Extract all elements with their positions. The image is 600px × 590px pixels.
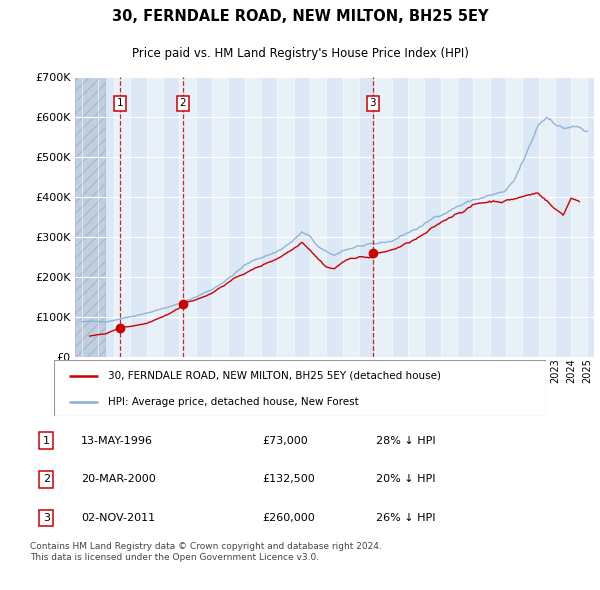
Bar <box>539 77 555 357</box>
Bar <box>147 77 163 357</box>
Text: 1: 1 <box>43 435 50 445</box>
Bar <box>179 77 196 357</box>
Bar <box>571 77 587 357</box>
Text: 20% ↓ HPI: 20% ↓ HPI <box>376 474 435 484</box>
Bar <box>310 77 326 357</box>
Bar <box>114 77 130 357</box>
Text: £132,500: £132,500 <box>262 474 315 484</box>
Bar <box>245 77 261 357</box>
Text: £260,000: £260,000 <box>262 513 315 523</box>
Bar <box>82 77 98 357</box>
Text: 20-MAR-2000: 20-MAR-2000 <box>82 474 156 484</box>
Text: 26% ↓ HPI: 26% ↓ HPI <box>376 513 435 523</box>
Text: HPI: Average price, detached house, New Forest: HPI: Average price, detached house, New … <box>108 397 359 407</box>
Text: 3: 3 <box>43 513 50 523</box>
Text: 1: 1 <box>117 99 124 109</box>
Text: 2: 2 <box>43 474 50 484</box>
Text: 28% ↓ HPI: 28% ↓ HPI <box>376 435 435 445</box>
Text: 2: 2 <box>180 99 187 109</box>
Text: 30, FERNDALE ROAD, NEW MILTON, BH25 5EY (detached house): 30, FERNDALE ROAD, NEW MILTON, BH25 5EY … <box>108 371 441 381</box>
Text: 13-MAY-1996: 13-MAY-1996 <box>82 435 154 445</box>
Bar <box>212 77 229 357</box>
Text: 02-NOV-2011: 02-NOV-2011 <box>82 513 155 523</box>
Bar <box>277 77 293 357</box>
Text: 30, FERNDALE ROAD, NEW MILTON, BH25 5EY: 30, FERNDALE ROAD, NEW MILTON, BH25 5EY <box>112 9 488 24</box>
Bar <box>75 77 105 357</box>
Bar <box>440 77 457 357</box>
Text: £73,000: £73,000 <box>262 435 308 445</box>
Bar <box>473 77 490 357</box>
Text: Contains HM Land Registry data © Crown copyright and database right 2024.
This d: Contains HM Land Registry data © Crown c… <box>30 542 382 562</box>
FancyBboxPatch shape <box>54 360 546 416</box>
Bar <box>408 77 424 357</box>
Bar <box>376 77 392 357</box>
Text: 3: 3 <box>370 99 376 109</box>
Text: Price paid vs. HM Land Registry's House Price Index (HPI): Price paid vs. HM Land Registry's House … <box>131 47 469 60</box>
Bar <box>343 77 359 357</box>
Bar <box>506 77 522 357</box>
